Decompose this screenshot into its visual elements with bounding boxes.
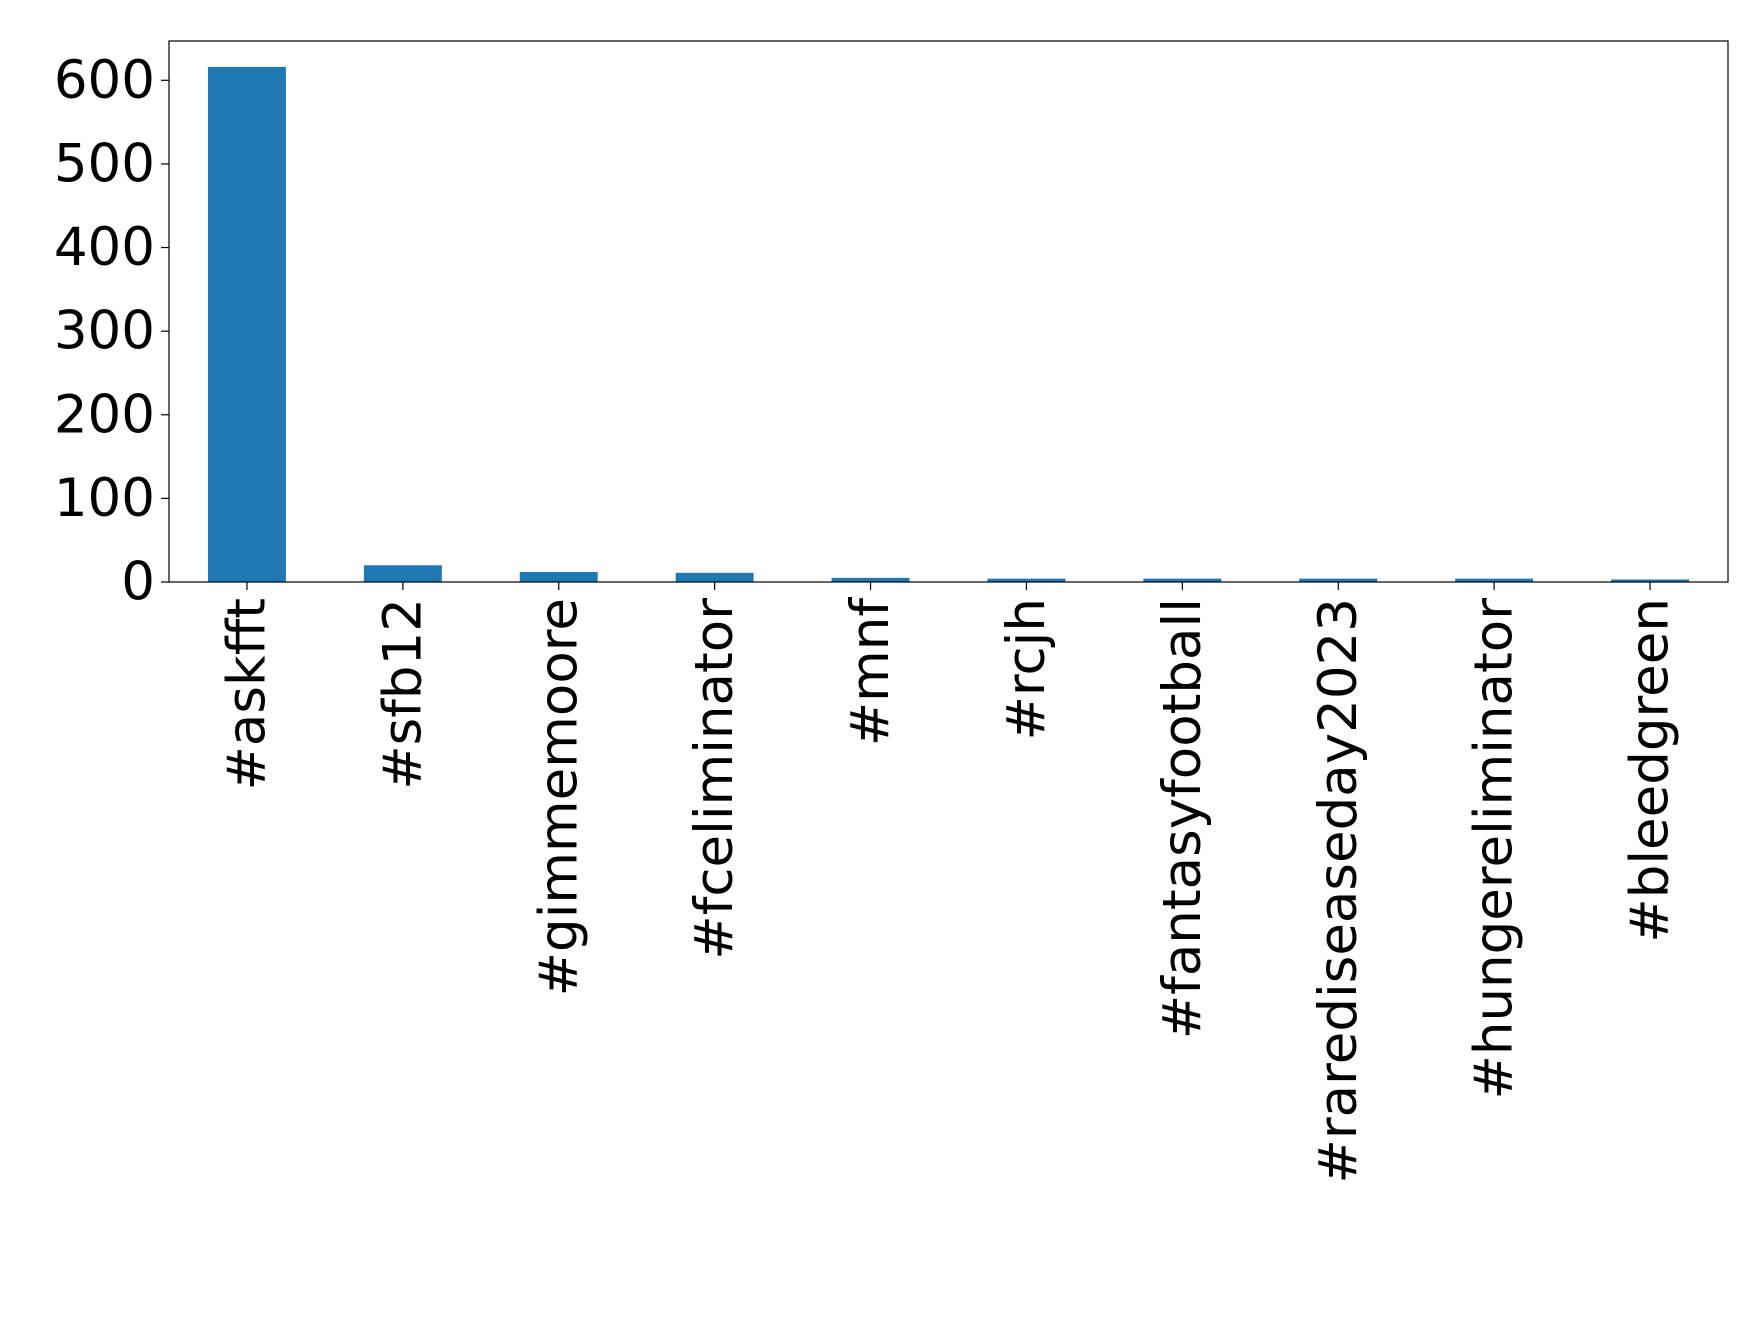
x-tick-label: #askfft [216, 598, 277, 791]
x-tick-label: #fantasyfootball [1152, 598, 1213, 1039]
y-tick-label: 600 [54, 50, 155, 111]
bar [675, 572, 754, 582]
bar [363, 565, 442, 582]
bar [831, 577, 910, 582]
y-tick-label: 400 [54, 217, 155, 278]
bar [1455, 578, 1534, 582]
bar [519, 571, 598, 582]
bar [987, 578, 1066, 582]
y-tick-label: 100 [54, 468, 155, 529]
x-tick-label: #rcjh [996, 598, 1057, 741]
x-tick-label: #sfb12 [372, 598, 433, 790]
x-tick-label: #mnf [840, 597, 901, 747]
bar [1611, 579, 1690, 582]
axes-frame [168, 40, 1729, 583]
y-tick-label: 200 [54, 384, 155, 445]
y-tick-label: 0 [121, 552, 155, 613]
x-tick-label: #bleedgreen [1620, 598, 1681, 943]
x-tick-label: #fceliminator [684, 598, 745, 960]
bar [1143, 578, 1222, 582]
bar [1299, 578, 1378, 582]
x-tick-label: #hungereliminator [1464, 598, 1525, 1100]
x-tick-label: #gimmemoore [528, 598, 589, 996]
x-tick-label: #rarediseaseday2023 [1308, 598, 1369, 1184]
y-tick-label: 300 [54, 301, 155, 362]
bar [207, 66, 286, 583]
y-tick-label: 500 [54, 133, 155, 194]
